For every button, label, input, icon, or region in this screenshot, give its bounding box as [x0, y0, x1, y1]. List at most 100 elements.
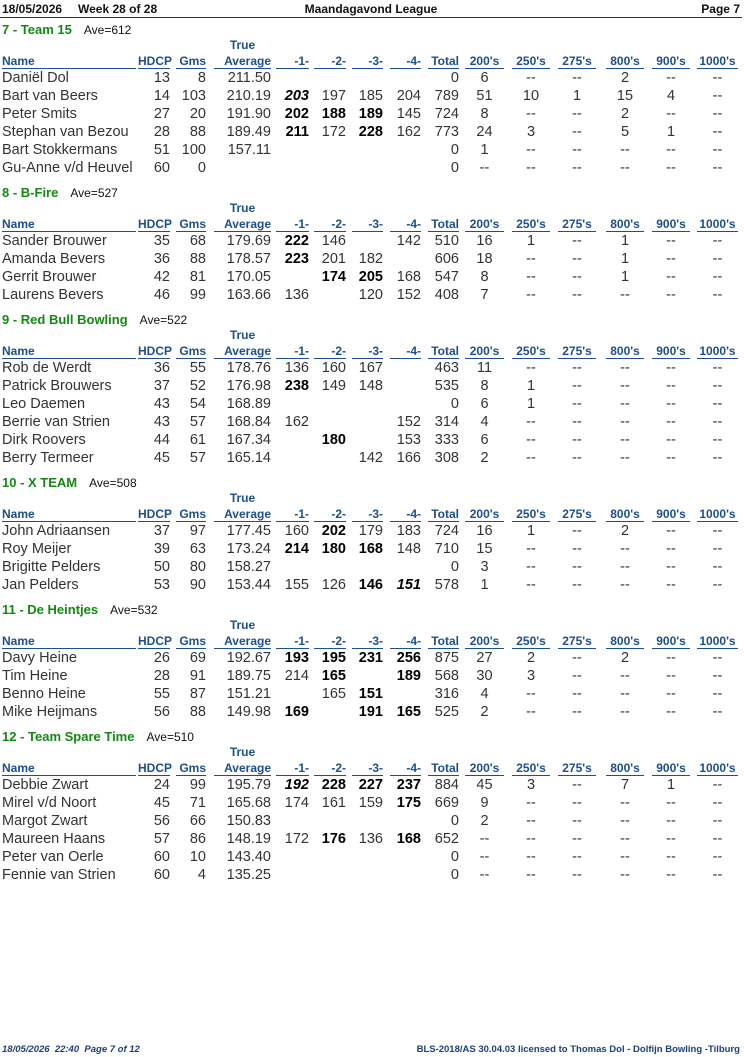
- stat-cell: 0: [450, 559, 459, 575]
- stat-cell: 2: [620, 650, 630, 666]
- stat-cell: 15: [476, 541, 493, 557]
- stat-cell: --: [479, 867, 490, 883]
- stat-cell: --: [712, 70, 723, 86]
- column-header: 250's: [512, 635, 550, 649]
- team-average: Ave=510: [146, 730, 194, 744]
- stat-cell: 50: [153, 559, 170, 575]
- player-name: Leo Daemen: [2, 396, 86, 412]
- column-header: -1-: [276, 218, 309, 232]
- stat-cell: 173.24: [226, 541, 271, 557]
- stat-cell: --: [666, 106, 676, 122]
- stat-cell: 36: [153, 251, 170, 267]
- column-header: HDCP: [138, 217, 173, 232]
- player-name: Gu-Anne v/d Heuvel: [2, 160, 133, 176]
- stat-cell: --: [666, 450, 676, 466]
- stat-cell: 151.21: [226, 686, 271, 702]
- stat-cell: 160: [284, 523, 309, 539]
- column-header: HDCP: [138, 761, 173, 776]
- stat-cell: --: [712, 269, 723, 285]
- player-name: Daniël Dol: [2, 70, 69, 86]
- team-average: Ave=527: [70, 186, 118, 200]
- column-header: 250's: [512, 218, 550, 232]
- stat-cell: 228: [321, 777, 346, 793]
- stat-cell: --: [526, 813, 536, 829]
- stat-cell: 4: [197, 867, 206, 883]
- team-name: 11 - De Heintjes: [2, 602, 99, 617]
- stat-cell: 136: [284, 360, 309, 376]
- stat-cell: 773: [434, 124, 459, 140]
- column-header: 250's: [512, 345, 550, 359]
- column-header: 800's: [606, 345, 644, 359]
- stat-cell: 66: [189, 813, 206, 829]
- stat-cell: --: [666, 831, 676, 847]
- stat-cell: 0: [450, 142, 459, 158]
- stat-cell: --: [620, 142, 630, 158]
- stat-cell: --: [620, 450, 630, 466]
- stat-cell: 165: [396, 704, 421, 720]
- stat-cell: 2: [620, 523, 630, 539]
- stat-cell: 167: [358, 360, 383, 376]
- stat-cell: --: [712, 360, 723, 376]
- stat-cell: 86: [189, 831, 206, 847]
- stat-cell: 163.66: [226, 287, 271, 303]
- stat-cell: --: [526, 160, 536, 176]
- stat-cell: 193: [284, 650, 309, 666]
- stat-cell: 60: [153, 867, 170, 883]
- stat-cell: --: [526, 70, 536, 86]
- stat-cell: --: [666, 849, 676, 865]
- stat-cell: 146: [358, 577, 383, 593]
- stat-cell: 53: [153, 577, 170, 593]
- stat-cell: 24: [153, 777, 170, 793]
- column-header: -2-: [314, 218, 346, 232]
- stat-cell: --: [526, 251, 536, 267]
- stat-cell: 2: [480, 704, 489, 720]
- stat-cell: --: [620, 813, 630, 829]
- stat-cell: 875: [434, 650, 459, 666]
- player-name: Debbie Zwart: [2, 777, 89, 793]
- column-header: 200's: [465, 345, 504, 359]
- column-header: -2-: [314, 508, 346, 522]
- stat-cell: --: [572, 450, 582, 466]
- stat-cell: --: [526, 831, 536, 847]
- stat-cell: --: [572, 577, 582, 593]
- stat-cell: 88: [189, 251, 206, 267]
- column-header: 275's: [558, 345, 596, 359]
- stat-cell: --: [572, 142, 582, 158]
- player-name: Benno Heine: [2, 686, 86, 702]
- stat-cell: 789: [434, 88, 459, 104]
- column-header: 250's: [512, 762, 550, 776]
- stat-cell: --: [526, 106, 536, 122]
- column-header: -4-: [390, 345, 421, 359]
- stat-cell: 3: [526, 668, 536, 684]
- column-header: HDCP: [138, 634, 173, 649]
- stat-cell: 11: [476, 360, 493, 376]
- stat-cell: 126: [321, 577, 346, 593]
- stat-cell: 52: [189, 378, 206, 394]
- stat-cell: --: [666, 686, 676, 702]
- stat-cell: 211.50: [227, 70, 271, 86]
- stat-cell: 183: [396, 523, 421, 539]
- stat-cell: 228: [358, 124, 383, 140]
- player-name: Tim Heine: [2, 668, 68, 684]
- stat-cell: 143.40: [226, 849, 271, 865]
- stat-cell: 8: [480, 269, 489, 285]
- stat-cell: --: [526, 867, 536, 883]
- stat-cell: --: [712, 287, 723, 303]
- team-name: 12 - Team Spare Time: [2, 729, 135, 744]
- column-header: -4-: [390, 218, 421, 232]
- stat-cell: 120: [358, 287, 383, 303]
- stat-cell: 61: [189, 432, 206, 448]
- stat-cell: 145: [396, 106, 421, 122]
- column-header: -1-: [276, 55, 309, 69]
- stat-cell: --: [620, 867, 630, 883]
- stat-cell: --: [572, 124, 582, 140]
- stat-cell: --: [620, 849, 630, 865]
- team-name: 10 - X TEAM: [2, 475, 78, 490]
- column-header: -2-: [314, 635, 346, 649]
- stat-cell: --: [572, 378, 582, 394]
- stat-cell: --: [620, 704, 630, 720]
- column-header: -3-: [352, 55, 383, 69]
- column-header: 275's: [558, 55, 596, 69]
- stat-cell: --: [712, 650, 723, 666]
- stat-cell: --: [526, 269, 536, 285]
